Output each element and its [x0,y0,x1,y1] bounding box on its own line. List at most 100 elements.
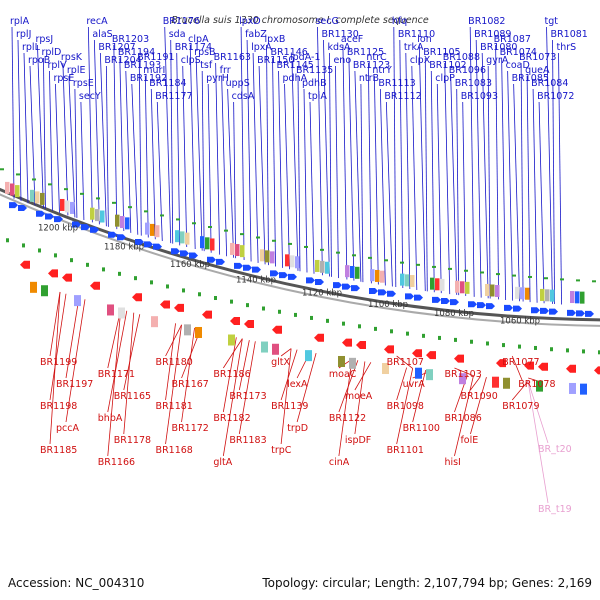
gene-label: rplV [47,60,67,71]
gene-label: BR1096 [449,65,486,76]
gene-label: BR1145 [277,60,314,71]
tick-dash [486,341,489,346]
gene-color-block [550,289,555,302]
gene-connector [150,88,156,240]
reverse-gene-arrow [594,366,600,375]
gene-label: rpsB [194,47,215,58]
tick-dash [422,333,425,338]
forward-gene-arrow [135,239,144,246]
tick-dash [390,329,393,334]
gene-label: rpsK [61,52,83,63]
tick-dash [32,178,36,181]
tick-dash [38,248,41,253]
tick-dash [358,324,361,329]
gene-color-block [495,284,500,297]
gene-connector [335,65,339,279]
gene-label: rpsE [53,73,74,84]
kbp-tick-label: 1200 kbp [38,223,78,233]
forward-gene-arrow [441,298,450,305]
gene-connector [379,88,386,286]
reverse-color-block [74,295,81,307]
forward-gene-arrow [243,264,252,271]
gene-label: BR1177 [155,91,192,102]
tick-dash [310,315,313,320]
gene-connector [49,291,61,357]
tick-dash [534,345,537,350]
gene-connector [291,62,299,271]
gene-color-block [325,261,330,274]
gene-color-block [5,181,10,194]
gene-label: BR1105 [423,47,460,58]
topology-text: Topology: circular; Length: 2,107,794 bp… [262,576,592,590]
reverse-gene-arrow [454,354,464,363]
gene-color-block [545,289,550,302]
tick-dash [230,299,233,304]
gene-label: BR1123 [353,60,390,71]
gene-label: moeA [345,391,373,402]
tick-dash [320,248,324,251]
bottom-gene-labels: BR1199 BR1197 BR1198 pccA BR1185 BR1171 BR1165… [40,357,572,515]
gene-label: BR1079 [502,401,539,412]
gene-label: clpP [435,73,455,84]
gene-label: BR1168 [156,445,193,456]
gene-connector [189,44,196,250]
gene-connector [538,101,545,304]
gene-label: kdsA [327,42,350,53]
reverse-color-block [195,326,202,338]
gene-connector [62,62,69,216]
forward-gene-arrow [477,302,486,309]
tick-dash [374,326,377,331]
gene-color-block [125,217,130,230]
gene-connector [470,376,481,391]
gene-label: BR1191 [137,52,174,63]
gene-connector [454,375,474,457]
forward-gene-arrow [117,234,126,241]
forward-gene-arrow [486,303,495,310]
gene-color-block [570,291,575,304]
reverse-gene-arrow [272,325,282,334]
gene-connector [526,75,531,303]
gene-label: BR1176 [163,16,200,27]
tick-dash [464,269,468,272]
gene-label: ntrC [366,52,387,63]
kbp-tick-label: 1140 kbp [236,275,276,285]
reverse-gene-arrow [426,351,436,360]
reverse-color-block [503,377,510,389]
gene-label: lpdA-1 [290,52,320,63]
gene-label: BR1185 [40,445,77,456]
reverse-color-block [536,380,543,392]
forward-gene-arrow [189,252,198,259]
gene-label: BR1167 [172,379,209,390]
gene-label: tsf [200,60,213,71]
gene-connector [215,62,221,255]
gene-connector [182,65,188,248]
tick-dash [528,275,532,278]
tick-dash [192,222,196,225]
gene-features [0,168,600,395]
reverse-gene-arrow [356,340,366,349]
gene-label: BR1074 [500,47,537,58]
tick-dash [182,288,185,293]
rna-gene-label: BR_t20 [538,444,572,455]
tick-dash [512,274,516,277]
gene-connector [119,57,125,232]
gene-color-block [350,265,355,278]
gene-color-block [380,270,385,283]
gene-label: ntrY [372,65,392,76]
gene-connector [373,75,379,285]
tick-dash [384,259,388,262]
gene-connector [475,39,482,298]
gene-label: clpX [410,55,431,66]
gene-connector [11,26,15,199]
reverse-color-block [382,363,389,375]
gene-color-block [240,245,245,258]
gene-label: BR1078 [518,379,555,390]
tick-dash [342,321,345,326]
gene-label: BR1088 [443,52,480,63]
gene-label: BR1163 [214,52,251,63]
gene-color-block [65,200,70,213]
tick-dash [432,265,436,268]
gene-label: trpD [287,423,308,434]
gene-color-block [320,260,325,273]
accession-text: Accession: NC_004310 [8,576,145,590]
